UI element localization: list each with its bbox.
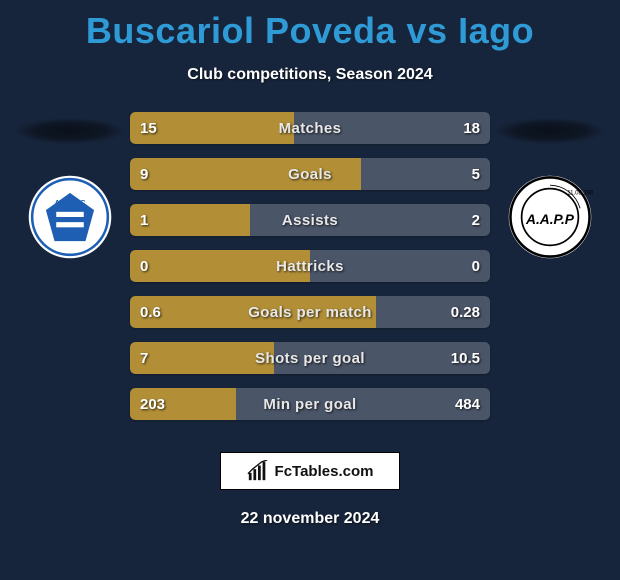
stat-value-left: 0: [140, 258, 148, 275]
stat-value-right: 10.5: [451, 350, 480, 367]
fctables-chart-icon: [247, 460, 269, 482]
stat-value-left: 203: [140, 396, 165, 413]
stat-value-right: 18: [463, 120, 480, 137]
stat-value-left: 1: [140, 212, 148, 229]
svg-text:A.A.P.P: A.A.P.P: [525, 212, 575, 227]
avai-fc-badge: AVAÍ F.C: [27, 174, 113, 260]
footer-date: 22 november 2024: [0, 510, 620, 528]
left-side: AVAÍ F.C: [10, 112, 130, 260]
stat-value-right: 0: [472, 258, 480, 275]
stat-row: 203 Min per goal 484: [130, 388, 490, 420]
avai-fc-badge-icon: AVAÍ F.C: [27, 174, 113, 260]
stat-label: Goals: [288, 166, 332, 183]
stat-row: 15 Matches 18: [130, 112, 490, 144]
svg-text:AVAÍ F.C: AVAÍ F.C: [54, 198, 85, 207]
stat-value-right: 5: [472, 166, 480, 183]
stat-row: 1 Assists 2: [130, 204, 490, 236]
stat-label: Goals per match: [248, 304, 372, 321]
stat-row: 0.6 Goals per match 0.28: [130, 296, 490, 328]
stat-label: Hattricks: [276, 258, 344, 275]
stat-value-left: 9: [140, 166, 148, 183]
left-player-silhouette: [15, 118, 125, 144]
right-side: A.A.P.P 11.08.190: [490, 112, 610, 260]
fctables-logo[interactable]: FcTables.com: [220, 452, 400, 490]
stat-row: 7 Shots per goal 10.5: [130, 342, 490, 374]
stat-value-left: 15: [140, 120, 157, 137]
stat-value-right: 484: [455, 396, 480, 413]
svg-text:11.08.190: 11.08.190: [567, 191, 593, 197]
stat-value-right: 2: [472, 212, 480, 229]
stat-value-left: 0.6: [140, 304, 161, 321]
stat-row: 0 Hattricks 0: [130, 250, 490, 282]
ponte-preta-badge: A.A.P.P 11.08.190: [507, 174, 593, 260]
page-title: Buscariol Poveda vs Iago: [0, 0, 620, 52]
stat-label: Shots per goal: [255, 350, 365, 367]
stat-row: 9 Goals 5: [130, 158, 490, 190]
stat-value-left: 7: [140, 350, 148, 367]
stat-label: Assists: [282, 212, 338, 229]
stat-bar-left: [130, 342, 274, 374]
fctables-logo-text: FcTables.com: [275, 463, 374, 480]
ponte-preta-badge-icon: A.A.P.P 11.08.190: [507, 174, 593, 260]
stat-value-right: 0.28: [451, 304, 480, 321]
right-player-silhouette: [495, 118, 605, 144]
stat-bars: 15 Matches 18 9 Goals 5 1 Assists 2 0 Hattricks 0 0.…: [130, 112, 490, 434]
comparison-panel: AVAÍ F.C 15 Matches 18 9 Goals 5 1 Assists 2 0 Hat…: [0, 112, 620, 434]
page-subtitle: Club competitions, Season 2024: [0, 66, 620, 84]
stat-label: Matches: [279, 120, 342, 137]
stat-label: Min per goal: [263, 396, 356, 413]
